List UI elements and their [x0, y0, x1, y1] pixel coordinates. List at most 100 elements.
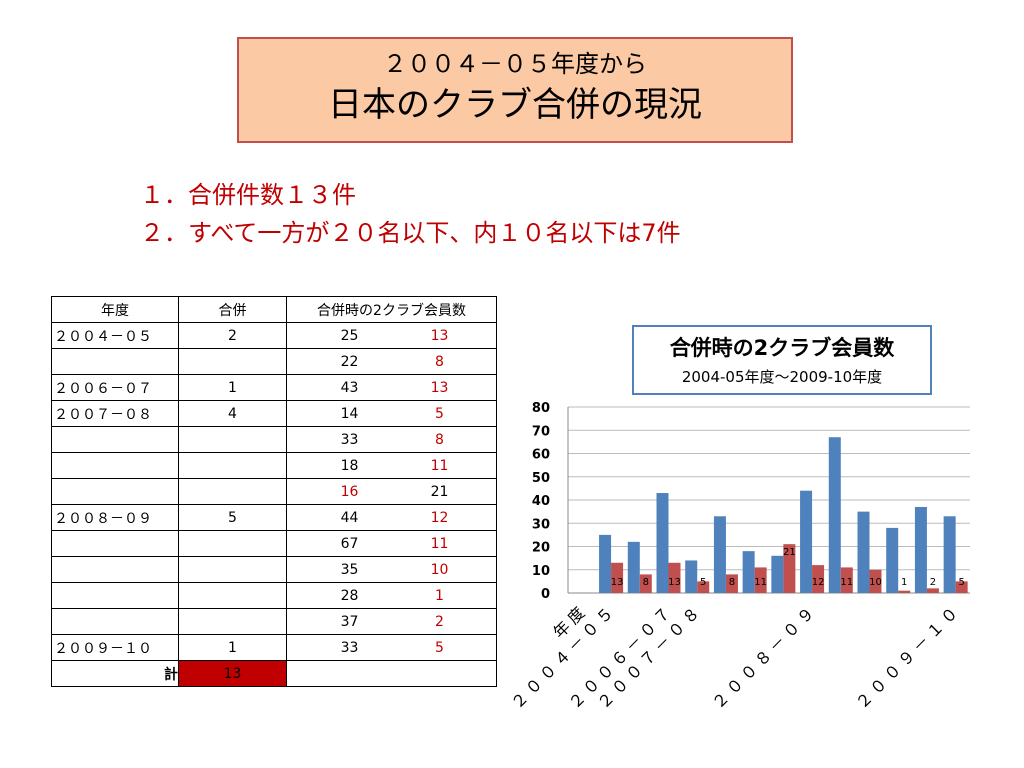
cell-merge: 4 [178, 400, 287, 427]
cell-member-a: 33 [340, 431, 359, 448]
header-year: 年度 [51, 296, 179, 323]
table-body: ２００４－０５ 2 25 13 22 8 ２００６－０７ 1 43 13 ２００７－０８ 4 14 5 33… [51, 322, 497, 687]
bar-series-1 [742, 551, 755, 593]
data-label: 12 [812, 577, 825, 588]
total-row: 計 13 [51, 660, 497, 687]
cell-merge [178, 348, 287, 375]
y-tick-label: 50 [532, 471, 550, 486]
x-tick-label: ２００８－０９ [708, 600, 820, 712]
table-row: ２００６－０７ 1 43 13 [51, 374, 497, 401]
cell-member-a: 14 [340, 405, 359, 422]
cell-year: ２００７－０８ [51, 400, 179, 427]
cell-member-a: 33 [340, 639, 359, 656]
cell-merge: 5 [178, 504, 287, 531]
bar-series-1 [800, 490, 813, 593]
cell-member-b: 5 [435, 405, 444, 422]
chart-title: 合併時の2クラブ会員数 [669, 336, 895, 360]
data-label: 2 [930, 577, 936, 588]
table-row: ２００９－１０ 1 33 5 [51, 634, 497, 661]
cell-member-b: 21 [430, 483, 449, 500]
title-line2: 日本のクラブ合併の現況 [328, 85, 702, 125]
cell-member-a: 67 [340, 535, 359, 552]
cell-member-a: 43 [340, 379, 359, 396]
cell-members: 18 11 [286, 452, 497, 479]
cell-member-b: 11 [430, 457, 449, 474]
cell-member-b: 1 [435, 587, 444, 604]
cell-merge [178, 426, 287, 453]
table-row: ２００８－０９ 5 44 12 [51, 504, 497, 531]
cell-member-a: 25 [340, 327, 359, 344]
table-row: ２００７－０８ 4 14 5 [51, 400, 497, 427]
cell-year [51, 452, 179, 479]
cell-member-b: 10 [430, 561, 449, 578]
cell-year: ２００４－０５ [51, 322, 179, 349]
cell-year [51, 478, 179, 505]
y-tick-label: 0 [541, 587, 550, 602]
title-line1: ２００４－０５年度から [383, 50, 647, 78]
cell-member-b: 12 [430, 509, 449, 526]
cell-member-b: 8 [435, 353, 444, 370]
cell-merge: 1 [178, 634, 287, 661]
bar-series-2 [697, 581, 710, 593]
bar-series-1 [771, 555, 784, 593]
point-2: ２．すべて一方が２０名以下、内１０名以下は7件 [140, 219, 681, 247]
cell-merge [178, 556, 287, 583]
y-tick-label: 80 [532, 401, 550, 416]
cell-members: 35 10 [286, 556, 497, 583]
bar-series-1 [685, 560, 698, 593]
table-row: 37 2 [51, 608, 497, 635]
bar-series-2 [869, 569, 882, 593]
table-header-row: 年度 合併 合併時の2クラブ会員数 [51, 296, 497, 323]
bar-series-2 [926, 588, 939, 593]
total-label: 計 [51, 660, 179, 687]
table-row: ２００４－０５ 2 25 13 [51, 322, 497, 349]
cell-member-a: 22 [340, 353, 359, 370]
cell-members: 22 8 [286, 348, 497, 375]
chart-title-box: 合併時の2クラブ会員数 2004-05年度～2009-10年度 [632, 325, 932, 395]
cell-merge [178, 478, 287, 505]
y-tick-label: 20 [532, 541, 550, 556]
cell-members: 44 12 [286, 504, 497, 531]
cell-member-b: 2 [435, 613, 444, 630]
cell-member-b: 8 [435, 431, 444, 448]
cell-year [51, 556, 179, 583]
cell-year [51, 608, 179, 635]
bar-series-2 [898, 590, 911, 593]
bar-series-2 [611, 562, 624, 593]
bar-series-1 [713, 516, 726, 593]
data-label: 11 [754, 577, 767, 588]
bar-series-2 [812, 565, 825, 593]
bar-series-2 [725, 574, 738, 593]
cell-members: 28 1 [286, 582, 497, 609]
y-tick-label: 40 [532, 494, 550, 509]
key-points: １．合併件数１３件 ２．すべて一方が２０名以下、内１０名以下は7件 [140, 176, 681, 252]
data-label: 11 [840, 577, 853, 588]
title-box: ２００４－０５年度から 日本のクラブ合併の現況 [237, 37, 793, 143]
bar-series-1 [656, 493, 669, 593]
cell-members: 37 2 [286, 608, 497, 635]
bar-series-1 [599, 534, 612, 593]
cell-members: 16 21 [286, 478, 497, 505]
table-row: 33 8 [51, 426, 497, 453]
table-row: 28 1 [51, 582, 497, 609]
bar-series-2 [955, 581, 968, 593]
bar-series-1 [857, 511, 870, 593]
cell-members: 33 5 [286, 634, 497, 661]
bar-series-2 [639, 574, 652, 593]
table-row: 35 10 [51, 556, 497, 583]
cell-members: 25 13 [286, 322, 497, 349]
point-1: １．合併件数１３件 [140, 181, 356, 209]
cell-year [51, 582, 179, 609]
y-tick-label: 10 [532, 564, 550, 579]
y-tick-label: 70 [532, 424, 550, 439]
cell-members: 67 11 [286, 530, 497, 557]
bar-series-2 [840, 567, 853, 593]
table-row: 16 21 [51, 478, 497, 505]
cell-members: 14 5 [286, 400, 497, 427]
cell-merge: 1 [178, 374, 287, 401]
bar-series-1 [943, 516, 956, 593]
header-merge: 合併 [178, 296, 287, 323]
cell-members: 43 13 [286, 374, 497, 401]
cell-year [51, 530, 179, 557]
cell-members: 33 8 [286, 426, 497, 453]
